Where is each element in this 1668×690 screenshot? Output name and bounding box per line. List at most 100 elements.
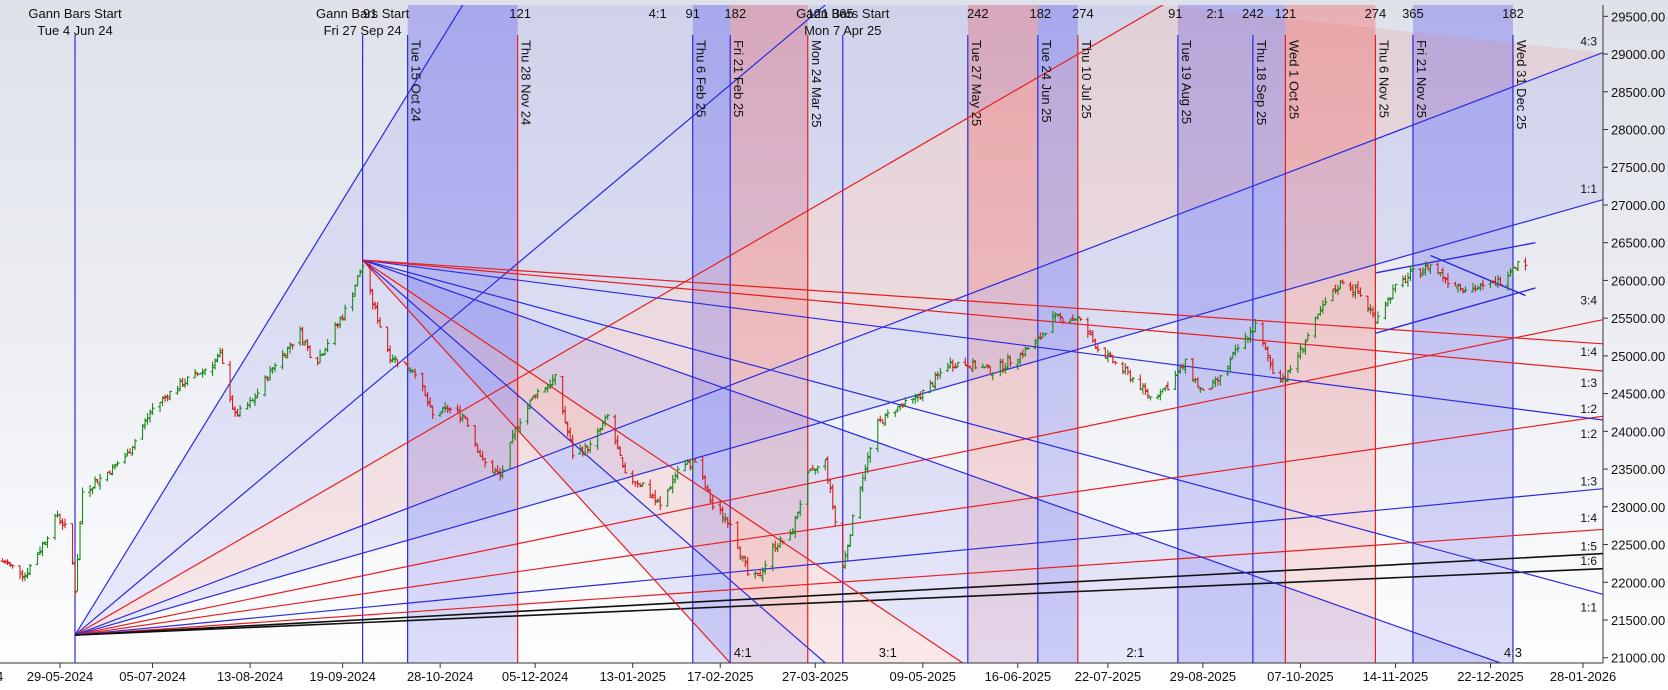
right-ratio-label: 1:4	[1580, 511, 1597, 525]
bottom-ratio-label: 2:1	[1126, 645, 1144, 660]
top-count-label: 242	[967, 6, 989, 21]
top-count-label: 242	[1242, 6, 1264, 21]
time-band-2	[730, 5, 808, 663]
vertical-line-label: Wed 1 Oct 25	[1286, 40, 1301, 119]
x-tick-label: 29-08-2025	[1170, 669, 1237, 684]
x-tick-label: 13-08-2024	[217, 669, 284, 684]
x-tick-label: 22-12-2025	[1457, 669, 1524, 684]
right-ratio-label: 3:4	[1580, 294, 1597, 308]
x-tick-label: 28-01-2026	[1550, 669, 1617, 684]
y-tick-label: 22500.00	[1611, 538, 1665, 553]
vertical-line-label: Fri 21 Feb 25	[731, 40, 746, 117]
fan-wedge-2	[75, 5, 1603, 636]
channel-line-1	[1375, 242, 1536, 274]
y-tick-label: 27500.00	[1611, 160, 1665, 175]
x-tick-label: 19-09-2024	[309, 669, 376, 684]
vertical-line-label: Wed 31 Dec 25	[1514, 40, 1529, 129]
y-tick-label: 25000.00	[1611, 349, 1665, 364]
fan-0-line-5	[74, 319, 1603, 636]
bottom-ratio-label: 4:3	[1504, 645, 1522, 660]
y-tick-label: 23000.00	[1611, 500, 1665, 515]
fan-0-line-10	[74, 567, 1603, 636]
y-tick-label: 29500.00	[1611, 9, 1665, 24]
fan-0-line-0	[74, 5, 464, 636]
channel-line-0	[1375, 287, 1536, 334]
channel-line-2	[1430, 254, 1526, 297]
x-tick-label: 22-07-2025	[1075, 669, 1142, 684]
y-tick-label: 26000.00	[1611, 273, 1665, 288]
y-tick-label: 29000.00	[1611, 47, 1665, 62]
top-count-label: 182	[724, 6, 746, 21]
top-count-label: 274	[1072, 6, 1094, 21]
time-band-7	[1285, 5, 1376, 663]
fan-0-line-4	[74, 199, 1603, 636]
top-count-label: 274	[1365, 6, 1387, 21]
vertical-line-label: Mon 24 Mar 25	[809, 40, 824, 127]
top-count-label: 4:1	[649, 6, 667, 21]
x-tick-label: 09-05-2025	[890, 669, 957, 684]
top-count-label: 365	[1402, 6, 1424, 21]
right-ratio-label: 1:5	[1580, 540, 1597, 554]
x-tick-label: 05-07-2024	[119, 669, 186, 684]
fan-0-line-9	[74, 552, 1603, 636]
price-bars	[0, 257, 1528, 596]
gann-start-title: Gann Bars Start	[28, 6, 122, 21]
top-count-label: 91	[1168, 6, 1182, 21]
gann-start-title: Gann Bars Start	[796, 6, 890, 21]
vertical-line-label: Thu 28 Nov 24	[519, 40, 534, 125]
fan-1-line-2	[362, 259, 964, 663]
vertical-line-label: Tue 15 Oct 24	[409, 40, 424, 122]
vertical-line-label: Thu 6 Nov 25	[1376, 40, 1391, 118]
y-tick-label: 26500.00	[1611, 236, 1665, 251]
fan-0-line-7	[74, 488, 1603, 636]
right-ratio-label: 1:1	[1580, 601, 1597, 615]
x-tick-label: 07-10-2025	[1267, 669, 1334, 684]
top-count-label: 91	[363, 6, 377, 21]
y-tick-label: 24000.00	[1611, 424, 1665, 439]
fan-1-line-5	[362, 259, 1603, 421]
right-ratio-label: 1:4	[1580, 345, 1597, 359]
fan-1-line-6	[362, 259, 1603, 372]
right-ratio-label: 1:2	[1580, 427, 1597, 441]
right-ratio-label: 1:6	[1580, 554, 1597, 568]
y-tick-label: 23500.00	[1611, 462, 1665, 477]
x-tick-label: 13-01-2025	[599, 669, 666, 684]
y-tick-label: 21000.00	[1611, 651, 1665, 666]
right-ratio-label: 1:1	[1580, 182, 1597, 196]
top-count-label: 365	[832, 6, 854, 21]
top-count-label: 2:1	[1206, 6, 1224, 21]
y-tick-label: 27000.00	[1611, 198, 1665, 213]
gann-start-date: Tue 4 Jun 24	[37, 23, 112, 38]
top-count-label: 91	[685, 6, 699, 21]
x-tick-label-partial: 4	[0, 669, 3, 684]
vertical-line-label: Thu 6 Feb 25	[694, 40, 709, 117]
gann-start-title: Gann Bars Start	[316, 6, 410, 21]
vertical-line-label: Fri 21 Nov 25	[1414, 40, 1429, 118]
y-tick-label: 28500.00	[1611, 85, 1665, 100]
x-tick-label: 14-11-2025	[1363, 669, 1429, 684]
top-count-label: 121	[1275, 6, 1297, 21]
vertical-line-label: Thu 10 Jul 25	[1079, 40, 1094, 119]
top-count-label: 182	[1029, 6, 1051, 21]
fan-1-line-7	[362, 259, 1603, 345]
gann-start-date: Fri 27 Sep 24	[324, 23, 402, 38]
top-count-label: 121	[807, 6, 829, 21]
x-tick-label: 05-12-2024	[502, 669, 569, 684]
fan-0-line-1	[74, 5, 826, 636]
fan-1-line-0	[362, 259, 731, 663]
vertical-line-label: Thu 18 Sep 25	[1254, 40, 1269, 125]
y-tick-label: 25500.00	[1611, 311, 1665, 326]
right-ratio-label: 1:3	[1580, 376, 1597, 390]
y-tick-label: 21500.00	[1611, 613, 1665, 628]
x-tick-label: 28-10-2024	[407, 669, 474, 684]
right-ratio-label: 1:2	[1580, 402, 1597, 416]
right-ratio-label: 4:3	[1580, 35, 1597, 49]
gann-start-date: Mon 7 Apr 25	[804, 23, 881, 38]
vertical-line-label: Tue 19 Aug 25	[1179, 40, 1194, 124]
x-tick-label: 27-03-2025	[782, 669, 849, 684]
y-tick-label: 22000.00	[1611, 575, 1665, 590]
fan-1-line-3	[362, 259, 1501, 663]
